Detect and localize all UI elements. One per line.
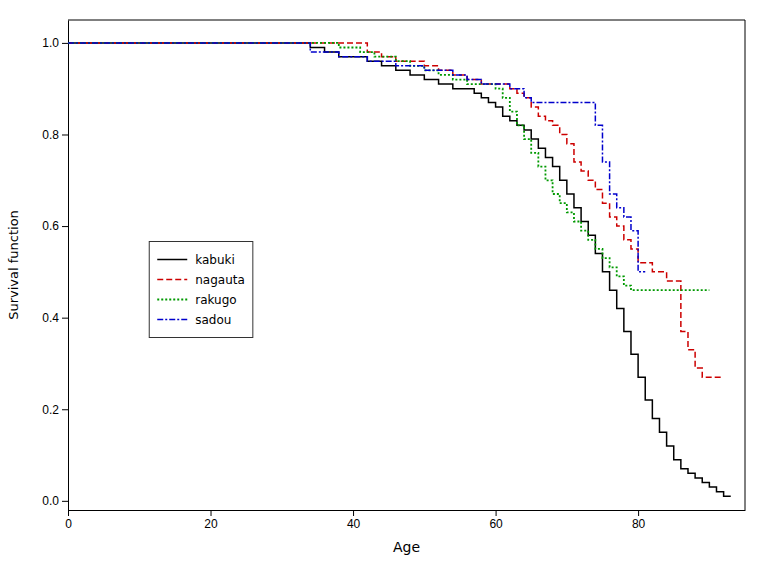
tick-mark bbox=[62, 409, 68, 410]
tick-mark bbox=[62, 43, 68, 44]
legend-item: rakugo bbox=[157, 293, 236, 307]
tick: 0.4 bbox=[42, 311, 68, 325]
legend-swatch bbox=[157, 279, 187, 281]
tick-label: 0.8 bbox=[42, 128, 59, 142]
tick-label: 0.4 bbox=[42, 311, 59, 325]
tick: 0.0 bbox=[42, 494, 68, 508]
tick-label: 0.0 bbox=[42, 494, 59, 508]
tick: 1.0 bbox=[42, 36, 68, 50]
legend-item: sadou bbox=[157, 313, 231, 327]
tick-mark bbox=[62, 501, 68, 502]
tick: 40 bbox=[347, 510, 361, 531]
frame bbox=[745, 20, 746, 510]
tick-label: 80 bbox=[632, 517, 646, 531]
axis-line bbox=[68, 21, 69, 511]
legend-swatch bbox=[157, 299, 187, 301]
tick: 80 bbox=[632, 510, 646, 531]
y-axis: 0.0 0.2 0.4 0.6 0.8 1.0 bbox=[42, 21, 68, 511]
series-line bbox=[68, 43, 724, 377]
tick-mark bbox=[62, 318, 68, 319]
legend-item: kabuki bbox=[157, 253, 235, 267]
y-axis-title: Survival function bbox=[6, 210, 21, 320]
legend-swatch bbox=[157, 319, 187, 321]
legend-item: nagauta bbox=[157, 273, 245, 287]
tick: 0.6 bbox=[42, 219, 68, 233]
series-line bbox=[68, 43, 645, 272]
tick: 0.8 bbox=[42, 128, 68, 142]
tick-label: 20 bbox=[204, 517, 218, 531]
frame bbox=[68, 20, 745, 21]
axis-line bbox=[69, 510, 746, 511]
tick-label: 0.2 bbox=[42, 403, 59, 417]
plot: 0 20 40 60 80 0.0 0.2 0.4 0.6 0.8 1.0 kabuki nagauta… bbox=[42, 20, 745, 531]
legend-swatch bbox=[157, 259, 187, 261]
tick-mark bbox=[62, 226, 68, 227]
tick-label: 0.6 bbox=[42, 219, 59, 233]
tick-label: 40 bbox=[347, 517, 361, 531]
series-line bbox=[68, 43, 731, 496]
legend-label: sadou bbox=[195, 313, 231, 327]
x-axis-title: Age bbox=[393, 539, 420, 555]
x-axis: 0 20 40 60 80 bbox=[65, 510, 745, 531]
legend-frame bbox=[149, 242, 253, 338]
tick-mark bbox=[496, 510, 497, 516]
tick: 0.2 bbox=[42, 403, 68, 417]
legend-label: nagauta bbox=[195, 273, 245, 287]
tick-label: 60 bbox=[489, 517, 503, 531]
lines bbox=[68, 43, 731, 496]
tick-mark bbox=[211, 510, 212, 516]
tick-mark bbox=[68, 510, 69, 516]
tick: 0 bbox=[65, 510, 72, 531]
legend-label: kabuki bbox=[195, 253, 235, 267]
chart: 0 20 40 60 80 0.0 0.2 0.4 0.6 0.8 1.0 kabuki nagauta… bbox=[0, 0, 769, 566]
legend: kabuki nagauta rakugo sadou bbox=[149, 242, 253, 338]
tick-label: 1.0 bbox=[42, 36, 59, 50]
legend-label: rakugo bbox=[195, 293, 236, 307]
tick-mark bbox=[62, 134, 68, 135]
tick-label: 0 bbox=[65, 517, 72, 531]
tick: 20 bbox=[204, 510, 218, 531]
tick-mark bbox=[353, 510, 354, 516]
tick: 60 bbox=[489, 510, 503, 531]
tick-mark bbox=[638, 510, 639, 516]
